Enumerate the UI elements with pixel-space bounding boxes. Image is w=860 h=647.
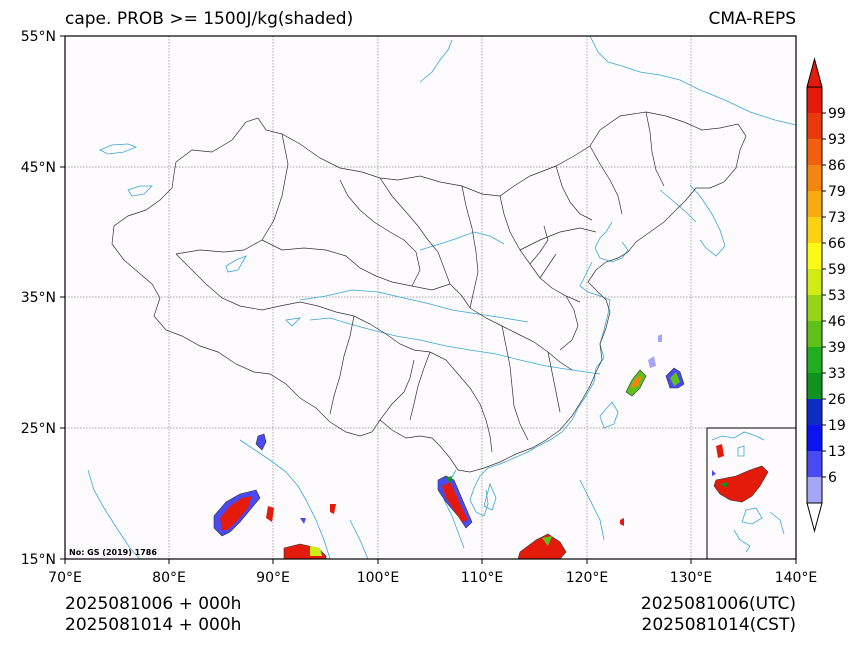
colorbar-segment (807, 399, 822, 425)
colorbar-segment (807, 295, 822, 321)
colorbar-segment (807, 425, 822, 451)
colorbar-label: 53 (828, 288, 846, 304)
probability-shading (213, 334, 685, 559)
colorbar-min-arrow (806, 502, 823, 533)
gridlines (65, 36, 796, 559)
colorbar-segment (807, 243, 822, 269)
lon-tick-label: 90°E (256, 570, 290, 586)
lon-tick-label: 100°E (357, 570, 400, 586)
colorbar-segment (807, 321, 822, 347)
lon-tick-label: 70°E (48, 570, 82, 586)
colorbar-label: 19 (828, 418, 846, 434)
chart-title: cape. PROB >= 1500J/kg(shaded) (65, 9, 354, 29)
colorbar-label: 86 (828, 158, 846, 174)
colorbar-segment (807, 373, 822, 399)
valid-time-utc: 2025081006(UTC) (640, 594, 796, 614)
colorbar-segment (807, 217, 822, 243)
lat-tick-label: 35°N (21, 290, 56, 306)
boundaries (111, 111, 747, 473)
colorbar-segment (807, 477, 822, 503)
run-time-utc: 2025081006 + 000h (65, 594, 242, 614)
tick-marks (60, 35, 797, 564)
colorbar-label: 73 (828, 210, 846, 226)
colorbar-label: 33 (828, 366, 846, 382)
model-name: CMA-REPS (708, 9, 796, 29)
colorbar-max-arrow (806, 57, 823, 88)
lon-tick-label: 80°E (152, 570, 186, 586)
lat-tick-label: 25°N (21, 421, 56, 437)
valid-time-block: 2025081006(UTC) 2025081014(CST) (641, 594, 796, 636)
run-time-block: 2025081006 + 000h 2025081014 + 000h (65, 594, 241, 636)
lon-tick-label: 140°E (775, 570, 818, 586)
lon-tick-label: 110°E (461, 570, 504, 586)
colorbar-label: 93 (828, 132, 846, 148)
colorbar-segment (807, 451, 822, 477)
colorbar-label: 46 (828, 314, 846, 330)
colorbar-label: 79 (828, 184, 846, 200)
colorbar-label: 13 (828, 444, 846, 460)
lat-tick-label: 45°N (21, 160, 56, 176)
lat-tick-label: 15°N (21, 552, 56, 568)
colorbar-label: 26 (828, 392, 846, 408)
lon-tick-label: 130°E (670, 570, 713, 586)
south-china-sea-inset (706, 427, 796, 559)
colorbar-segment (807, 87, 822, 113)
run-time-cst: 2025081014 + 000h (65, 615, 242, 635)
colorbar-label: 39 (828, 340, 846, 356)
colorbar-label: 99 (828, 106, 846, 122)
water-features (87, 36, 796, 559)
colorbar-label: 59 (828, 262, 846, 278)
colorbar-segment (807, 165, 822, 191)
colorbar-label: 6 (828, 470, 837, 486)
colorbar: 6 13 19 26 33 39 46 53 59 66 73 79 86 93 99 (806, 57, 846, 533)
valid-time-cst: 2025081014(CST) (641, 615, 796, 635)
colorbar-segment (807, 269, 822, 295)
colorbar-segment (807, 347, 822, 373)
colorbar-label: 66 (828, 236, 846, 252)
lon-tick-label: 120°E (566, 570, 609, 586)
map-background (65, 36, 796, 559)
colorbar-segment (807, 139, 822, 165)
approval-number: No: GS (2019) 1786 (69, 548, 157, 557)
colorbar-segment (807, 191, 822, 217)
lat-tick-label: 55°N (21, 29, 56, 45)
colorbar-segment (807, 113, 822, 139)
